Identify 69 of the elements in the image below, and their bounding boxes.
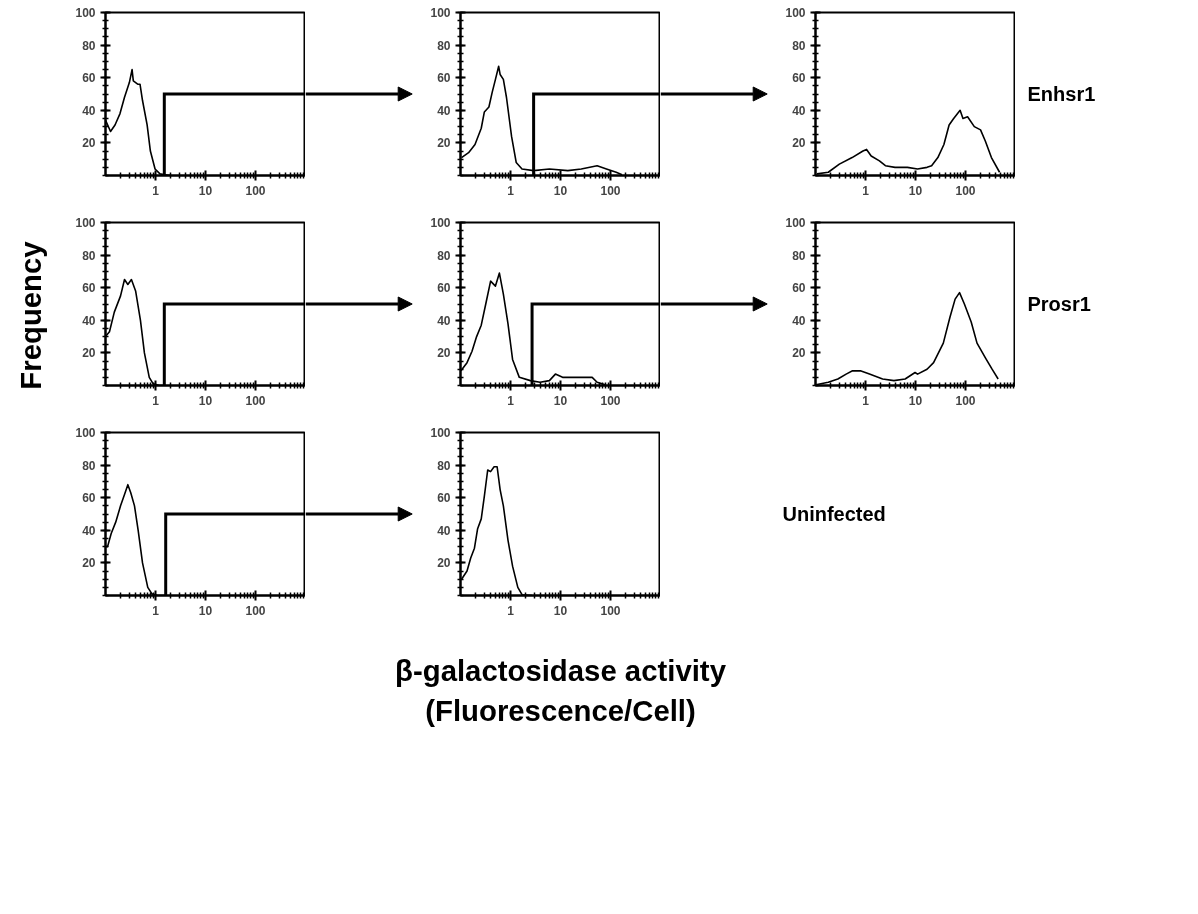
y-tick-label: 100: [785, 216, 806, 230]
x-axis-title: β-galactosidase activity (Fluorescence/Cell): [395, 654, 727, 727]
y-tick-label: 100: [75, 426, 96, 440]
y-tick-label: 40: [437, 313, 451, 328]
y-tick-label: 100: [75, 6, 96, 20]
y-tick-label: 80: [82, 248, 96, 263]
x-tick-label: 10: [908, 393, 923, 408]
y-tick-label: 100: [75, 216, 96, 230]
x-tick-label: 100: [600, 603, 621, 618]
y-tick-label: 20: [437, 136, 451, 151]
y-axis-title: Frequency: [14, 240, 47, 390]
y-tick-label: 40: [82, 313, 96, 328]
x-tick-label: 100: [955, 393, 976, 408]
x-tick-label: 1: [507, 603, 515, 618]
x-tick-label: 1: [152, 603, 160, 618]
y-tick-label: 40: [792, 313, 806, 328]
x-tick-label: 100: [955, 183, 976, 198]
y-tick-label: 60: [792, 71, 806, 86]
y-tick-label: 100: [785, 6, 806, 20]
x-tick-label: 100: [245, 183, 266, 198]
y-tick-label: 60: [82, 491, 96, 506]
y-tick-label: 100: [430, 426, 451, 440]
y-tick-label: 80: [82, 38, 96, 53]
y-tick-label: 40: [82, 523, 96, 538]
y-tick-label: 100: [430, 6, 451, 20]
x-tick-label: 1: [862, 183, 870, 198]
y-tick-label: 80: [437, 458, 451, 473]
y-tick-label: 60: [82, 281, 96, 296]
y-tick-label: 20: [82, 346, 96, 361]
y-tick-label: 100: [430, 216, 451, 230]
x-tick-label: 10: [908, 183, 923, 198]
y-tick-label: 80: [792, 248, 806, 263]
y-tick-label: 60: [792, 281, 806, 296]
y-tick-label: 40: [437, 103, 451, 118]
y-tick-label: 40: [792, 103, 806, 118]
x-tick-label: 1: [152, 183, 160, 198]
y-tick-label: 40: [82, 103, 96, 118]
x-tick-label: 1: [152, 393, 160, 408]
y-tick-label: 20: [437, 346, 451, 361]
x-tick-label: 10: [553, 183, 568, 198]
x-tick-label: 100: [600, 393, 621, 408]
x-tick-label: 10: [198, 603, 213, 618]
y-tick-label: 80: [82, 458, 96, 473]
x-tick-label: 10: [198, 183, 213, 198]
x-tick-label: 1: [862, 393, 870, 408]
text: Uninfected: [782, 503, 886, 525]
y-tick-label: 80: [437, 38, 451, 53]
x-tick-label: 10: [553, 393, 568, 408]
y-tick-label: 20: [82, 136, 96, 151]
text: Enhsr1: [1027, 83, 1096, 105]
y-tick-label: 20: [792, 346, 806, 361]
y-tick-label: 20: [82, 556, 96, 571]
y-tick-label: 80: [792, 38, 806, 53]
x-tick-label: 10: [198, 393, 213, 408]
x-tick-label: 100: [600, 183, 621, 198]
y-tick-label: 80: [437, 248, 451, 263]
y-tick-label: 60: [82, 71, 96, 86]
y-tick-label: 60: [437, 281, 451, 296]
x-tick-label: 1: [507, 393, 515, 408]
y-tick-label: 20: [792, 136, 806, 151]
y-tick-label: 20: [437, 556, 451, 571]
x-tick-label: 100: [245, 393, 266, 408]
text: Prosr1: [1027, 293, 1091, 315]
y-tick-label: 60: [437, 71, 451, 86]
y-tick-label: 40: [437, 523, 451, 538]
y-tick-label: 60: [437, 491, 451, 506]
x-tick-label: 1: [507, 183, 515, 198]
x-tick-label: 100: [245, 603, 266, 618]
x-tick-label: 10: [553, 603, 568, 618]
